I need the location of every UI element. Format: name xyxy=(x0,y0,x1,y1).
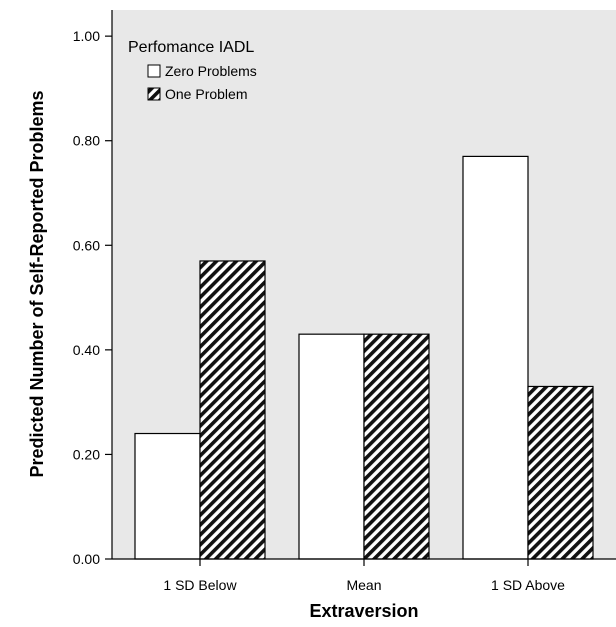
bar-zero-problems xyxy=(134,432,201,560)
legend: Perfomance IADL Zero Problems One Proble… xyxy=(128,39,257,102)
bar-zero-problems xyxy=(462,155,529,560)
x-axis-title: Extraversion xyxy=(309,601,418,621)
y-tick-label: 1.00 xyxy=(73,28,100,44)
x-tick-label: 1 SD Above xyxy=(491,577,565,593)
y-tick-label: 0.80 xyxy=(73,133,100,149)
legend-title: Perfomance IADL xyxy=(128,39,254,56)
legend-label-zero-problems: Zero Problems xyxy=(165,63,257,79)
x-tick-label: 1 SD Below xyxy=(163,577,237,593)
y-tick-label: 0.60 xyxy=(73,237,100,253)
y-tick-label: 0.20 xyxy=(73,446,100,462)
bar-one-problem xyxy=(199,260,266,560)
x-tick-label: Mean xyxy=(346,577,381,593)
bar-zero-problems xyxy=(298,333,365,560)
y-axis-title: Predicted Number of Self-Reported Proble… xyxy=(27,90,47,477)
legend-swatch-one-problem xyxy=(147,87,161,101)
x-ticks: 1 SD Below Mean 1 SD Above xyxy=(163,559,565,593)
bars-layer xyxy=(134,155,594,560)
bar-one-problem xyxy=(527,385,594,560)
y-tick-label: 0.00 xyxy=(73,551,100,567)
legend-swatch-zero-problems xyxy=(147,64,161,78)
y-tick-label: 0.40 xyxy=(73,342,100,358)
legend-label-one-problem: One Problem xyxy=(165,86,247,102)
bar-one-problem xyxy=(363,333,430,560)
y-ticks: 0.00 0.20 0.40 0.60 0.80 1.00 xyxy=(73,28,112,567)
